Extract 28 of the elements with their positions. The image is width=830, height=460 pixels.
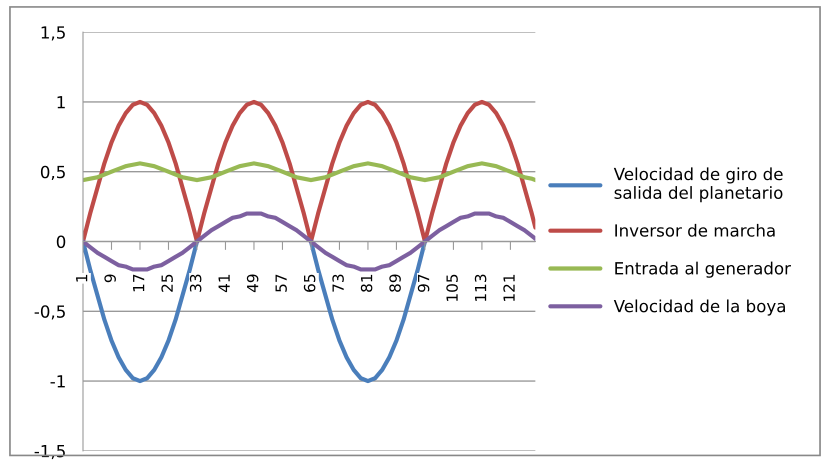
x-tick-label: 17 (133, 274, 144, 292)
x-tick-label: 33 (190, 274, 202, 292)
y-tick-label: 0 (56, 235, 66, 248)
x-tick-label: 97 (418, 274, 430, 292)
y-tick-label: -1 (50, 375, 65, 388)
x-tick-label: 73 (332, 274, 344, 292)
y-tick-label: 1,5 (42, 26, 65, 40)
legend-label: Inversor de marcha (615, 224, 775, 237)
x-tick-label: 89 (389, 274, 401, 292)
x-tick-label: 25 (161, 274, 173, 292)
x-tick-label: 81 (360, 274, 372, 292)
x-tick-label: 1 (76, 274, 88, 282)
x-tick-label: 49 (246, 274, 258, 292)
legend-label: Velocidad de giro de salida del planetario (614, 167, 783, 202)
x-tick-label: 113 (474, 274, 486, 301)
x-tick-label: 9 (104, 274, 116, 282)
line-series (83, 161, 536, 182)
x-tick-label: 105 (446, 274, 458, 301)
x-tick-label: 57 (276, 274, 287, 292)
x-tick-label: 65 (304, 274, 316, 292)
line-series (83, 212, 536, 272)
legend-label: Entrada al generador (615, 262, 791, 278)
y-tick-label: 0,5 (40, 166, 65, 180)
y-tick-label: -0,5 (34, 305, 65, 320)
x-tick-label: 121 (503, 274, 515, 301)
x-tick-label: 41 (218, 274, 230, 292)
y-tick-label: 1 (58, 96, 65, 108)
legend-label: Velocidad de la boya (614, 299, 785, 316)
